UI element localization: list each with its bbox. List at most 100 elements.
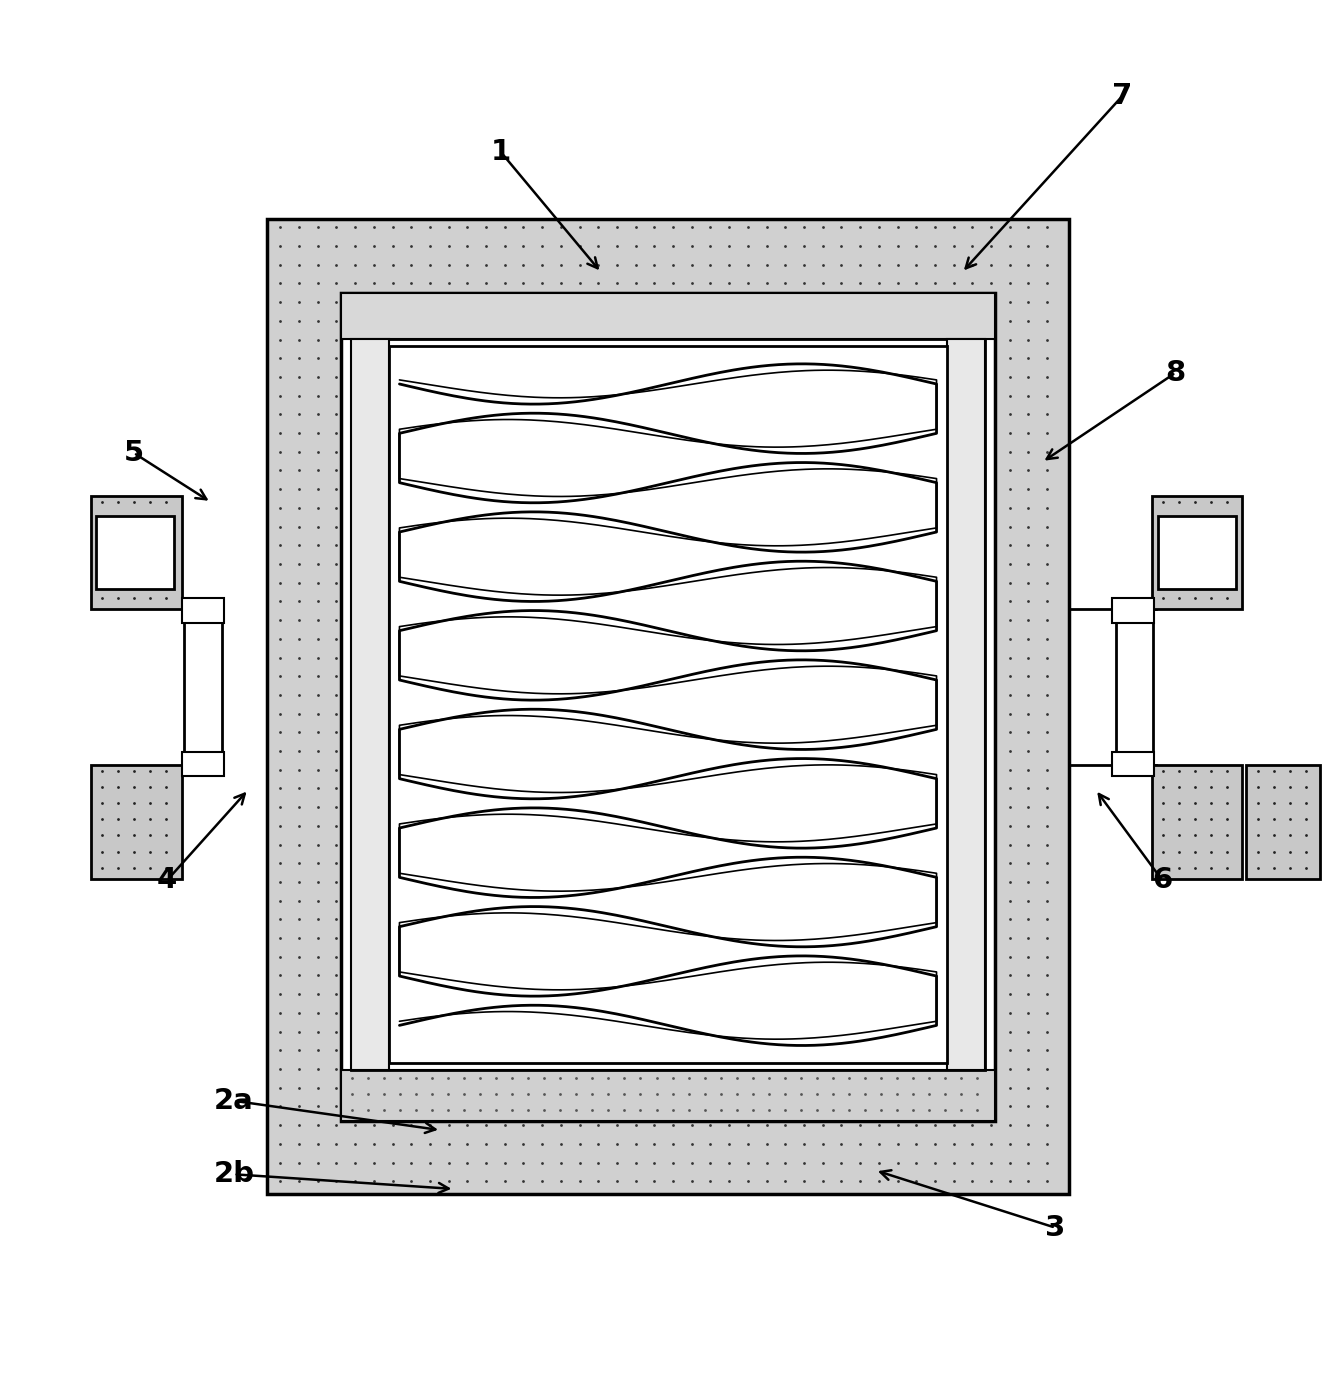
- Point: [831, 965, 852, 987]
- Point: [663, 797, 684, 819]
- Point: [943, 909, 965, 931]
- Point: [307, 945, 329, 967]
- Point: [644, 927, 665, 949]
- Point: [943, 1077, 965, 1099]
- Point: [943, 1170, 965, 1193]
- Point: [457, 1170, 478, 1193]
- Point: [681, 983, 703, 1005]
- Point: [850, 609, 871, 631]
- Point: [363, 459, 385, 482]
- Point: [737, 983, 759, 1005]
- Point: [775, 235, 796, 258]
- Point: [794, 815, 815, 837]
- Point: [999, 759, 1021, 781]
- Point: [588, 571, 609, 594]
- Point: [737, 683, 759, 706]
- Point: [1018, 441, 1039, 463]
- Point: [663, 1001, 684, 1023]
- Point: [775, 703, 796, 725]
- Point: [737, 216, 759, 238]
- Point: [270, 965, 291, 987]
- Point: [588, 497, 609, 519]
- Point: [588, 403, 609, 426]
- Point: [438, 609, 460, 631]
- Point: [326, 347, 347, 370]
- Point: [925, 515, 946, 538]
- Point: [906, 309, 927, 332]
- Point: [756, 553, 778, 575]
- Point: [457, 216, 478, 238]
- Point: [775, 871, 796, 893]
- Point: [943, 1095, 965, 1117]
- Point: [906, 291, 927, 314]
- Point: [700, 853, 721, 875]
- Point: [476, 683, 497, 706]
- Point: [950, 1099, 971, 1121]
- Point: [476, 627, 497, 650]
- Point: [812, 889, 834, 911]
- Point: [794, 421, 815, 444]
- Point: [831, 1170, 852, 1193]
- Point: [775, 609, 796, 631]
- Point: [794, 1021, 815, 1043]
- Point: [597, 1067, 619, 1089]
- Point: [943, 777, 965, 799]
- Point: [476, 235, 497, 258]
- Point: [307, 871, 329, 893]
- Point: [532, 441, 553, 463]
- Point: [906, 1114, 927, 1137]
- Point: [270, 871, 291, 893]
- Point: [775, 329, 796, 351]
- Point: [887, 1001, 908, 1023]
- Point: [868, 1021, 890, 1043]
- Point: [681, 683, 703, 706]
- Point: [794, 759, 815, 781]
- Point: [549, 1099, 570, 1121]
- Point: [1279, 760, 1300, 783]
- Point: [494, 497, 516, 519]
- Point: [457, 385, 478, 407]
- Point: [289, 309, 310, 332]
- Point: [719, 945, 740, 967]
- Point: [550, 945, 572, 967]
- Point: [382, 385, 403, 407]
- Point: [1018, 571, 1039, 594]
- Point: [906, 1001, 927, 1023]
- Point: [794, 853, 815, 875]
- Point: [775, 1095, 796, 1117]
- Point: [756, 291, 778, 314]
- Point: [607, 477, 628, 500]
- Point: [1246, 776, 1268, 798]
- Point: [719, 291, 740, 314]
- Point: [962, 1021, 983, 1043]
- Point: [91, 840, 112, 862]
- Point: [363, 291, 385, 314]
- Point: [588, 853, 609, 875]
- Point: [588, 1133, 609, 1155]
- Point: [438, 759, 460, 781]
- Point: [906, 385, 927, 407]
- Point: [850, 459, 871, 482]
- Point: [681, 441, 703, 463]
- Point: [831, 983, 852, 1005]
- Point: [906, 441, 927, 463]
- Point: [1018, 1114, 1039, 1137]
- Point: [569, 871, 591, 893]
- Point: [91, 490, 112, 512]
- Point: [850, 1039, 871, 1061]
- Point: [345, 647, 366, 669]
- Point: [307, 721, 329, 743]
- Point: [1018, 927, 1039, 949]
- Point: [494, 571, 516, 594]
- Point: [681, 1058, 703, 1081]
- Point: [363, 945, 385, 967]
- Point: [363, 1170, 385, 1193]
- Point: [663, 909, 684, 931]
- Point: [850, 291, 871, 314]
- Point: [625, 1021, 647, 1043]
- Point: [831, 853, 852, 875]
- Point: [513, 421, 534, 444]
- Point: [91, 507, 112, 529]
- Point: [887, 815, 908, 837]
- Point: [943, 309, 965, 332]
